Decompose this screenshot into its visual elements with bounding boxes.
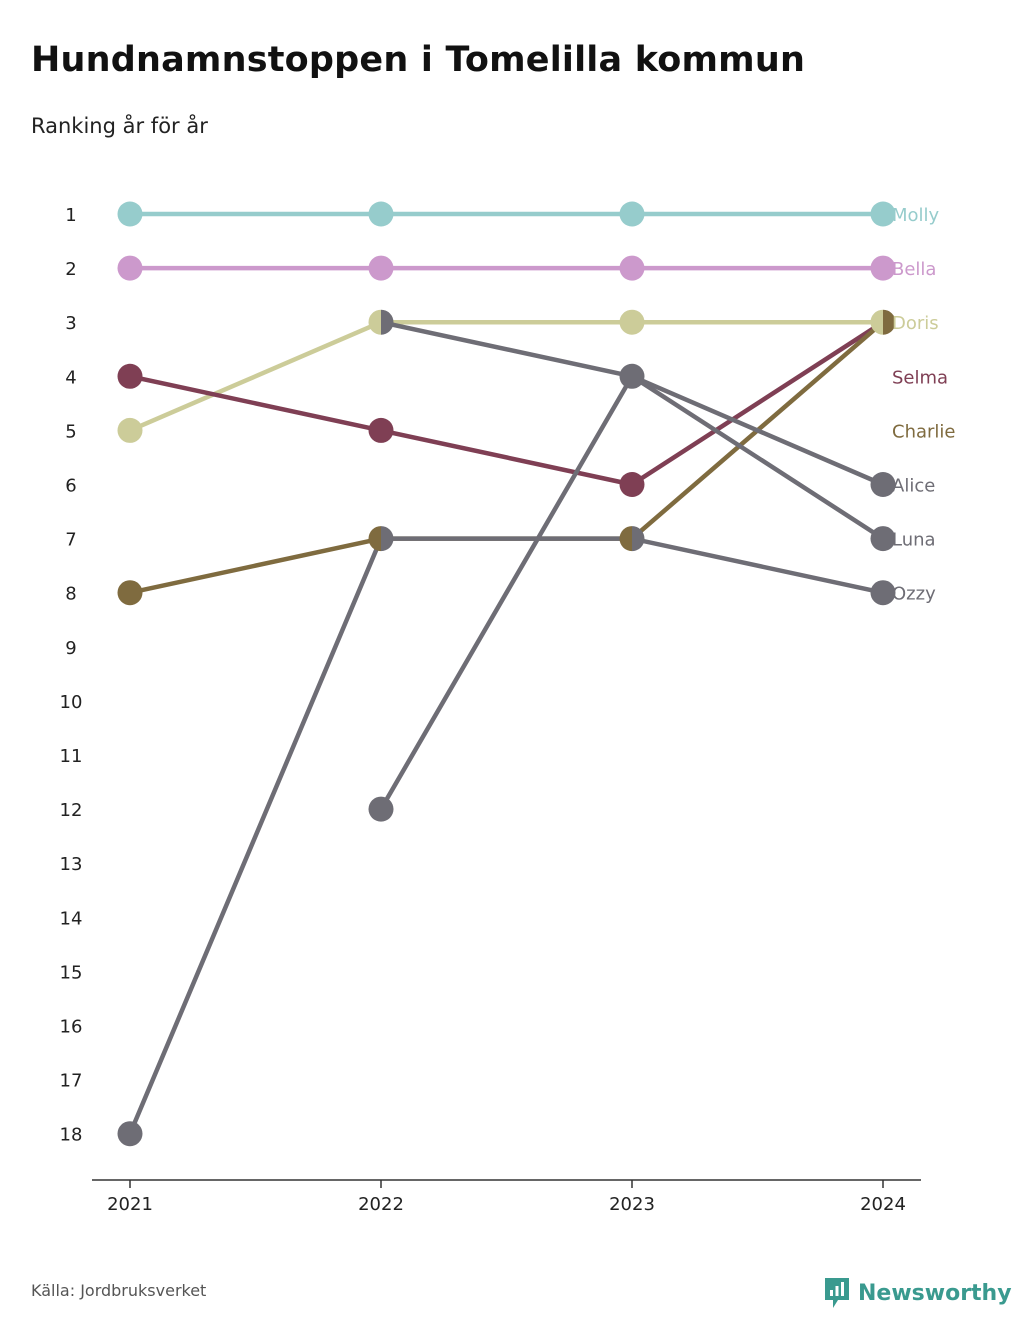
point-alice-2022 — [381, 309, 394, 335]
series-line-ozzy — [127, 536, 886, 1136]
series-label-ozzy: Ozzy — [892, 584, 936, 605]
y-tick-label: 3 — [65, 313, 76, 334]
point-luna-2022 — [368, 796, 394, 822]
point-charlie-2023 — [619, 526, 632, 552]
point-luna-2024 — [870, 526, 896, 552]
point-ozzy-2022 — [381, 526, 394, 552]
point-molly-2023 — [619, 201, 645, 227]
point-doris-2022 — [368, 309, 381, 335]
y-tick-label: 2 — [65, 259, 76, 280]
x-tick-label: 2022 — [358, 1194, 404, 1215]
series-line-luna — [378, 374, 886, 812]
y-tick-label: 16 — [60, 1017, 83, 1038]
point-bella-2022 — [368, 255, 394, 281]
y-tick-label: 17 — [60, 1071, 83, 1092]
bump-chart: Molly Bella Doris Selma Charlie Alice Luna Ozzy… — [60, 201, 955, 1215]
y-tick-label: 15 — [60, 962, 83, 983]
series-label-alice: Alice — [892, 476, 935, 497]
point-ozzy-2024 — [870, 580, 896, 606]
point-charlie-2024 — [883, 309, 896, 335]
point-alice-2023 — [619, 363, 632, 389]
y-tick-label: 10 — [60, 692, 83, 713]
point-bella-2023 — [619, 255, 645, 281]
x-tick-label: 2023 — [609, 1194, 655, 1215]
series-label-selma: Selma — [892, 367, 948, 388]
y-tick-label: 18 — [60, 1125, 83, 1146]
series-label-bella: Bella — [892, 259, 936, 280]
y-tick-label: 12 — [60, 800, 83, 821]
point-charlie-2021 — [117, 580, 143, 606]
point-doris-2023 — [619, 309, 645, 335]
y-tick-label: 8 — [65, 584, 76, 605]
y-tick-label: 6 — [65, 476, 76, 497]
y-tick-label: 14 — [60, 908, 83, 929]
series-label-charlie: Charlie — [892, 421, 955, 442]
series-line-alice — [378, 319, 886, 487]
point-bella-2021 — [117, 255, 143, 281]
series-label-molly: Molly — [892, 205, 940, 226]
y-tick-label: 7 — [65, 530, 76, 551]
point-selma-2022 — [368, 417, 394, 443]
chart-subtitle: Ranking år för år — [31, 114, 208, 138]
point-bella-2024 — [870, 255, 896, 281]
y-tick-label: 4 — [65, 367, 76, 388]
x-tick-label: 2021 — [107, 1194, 153, 1215]
series-line-selma — [127, 319, 886, 487]
series-label-luna: Luna — [892, 530, 936, 551]
point-molly-2021 — [117, 201, 143, 227]
chart-title: Hundnamnstoppen i Tomelilla kommun — [31, 40, 806, 80]
point-doris-2021 — [117, 417, 143, 443]
point-doris-2024 — [870, 309, 883, 335]
y-tick-label: 13 — [60, 854, 83, 875]
brand-name: Newsworthy — [858, 1280, 1012, 1306]
source-note: Källa: Jordbruksverket — [31, 1281, 207, 1300]
y-tick-label: 1 — [65, 205, 76, 226]
point-selma-2021 — [117, 363, 143, 389]
point-ozzy-2023 — [632, 526, 645, 552]
y-tick-label: 5 — [65, 421, 76, 442]
brand-logo: Newsworthy — [824, 1277, 1012, 1309]
series-label-doris: Doris — [892, 313, 939, 334]
point-alice-2024 — [870, 472, 896, 497]
point-molly-2022 — [368, 201, 394, 227]
newsworthy-logo-icon — [825, 1278, 849, 1308]
point-charlie-2022 — [368, 526, 381, 552]
x-tick-label: 2024 — [860, 1194, 906, 1215]
point-luna-2023 — [632, 363, 645, 389]
y-tick-label: 9 — [65, 638, 76, 659]
series-line-doris — [127, 319, 886, 433]
point-selma-2023 — [619, 472, 645, 497]
point-molly-2024 — [870, 201, 896, 227]
point-ozzy-2021 — [117, 1121, 143, 1147]
y-tick-label: 11 — [60, 746, 83, 767]
